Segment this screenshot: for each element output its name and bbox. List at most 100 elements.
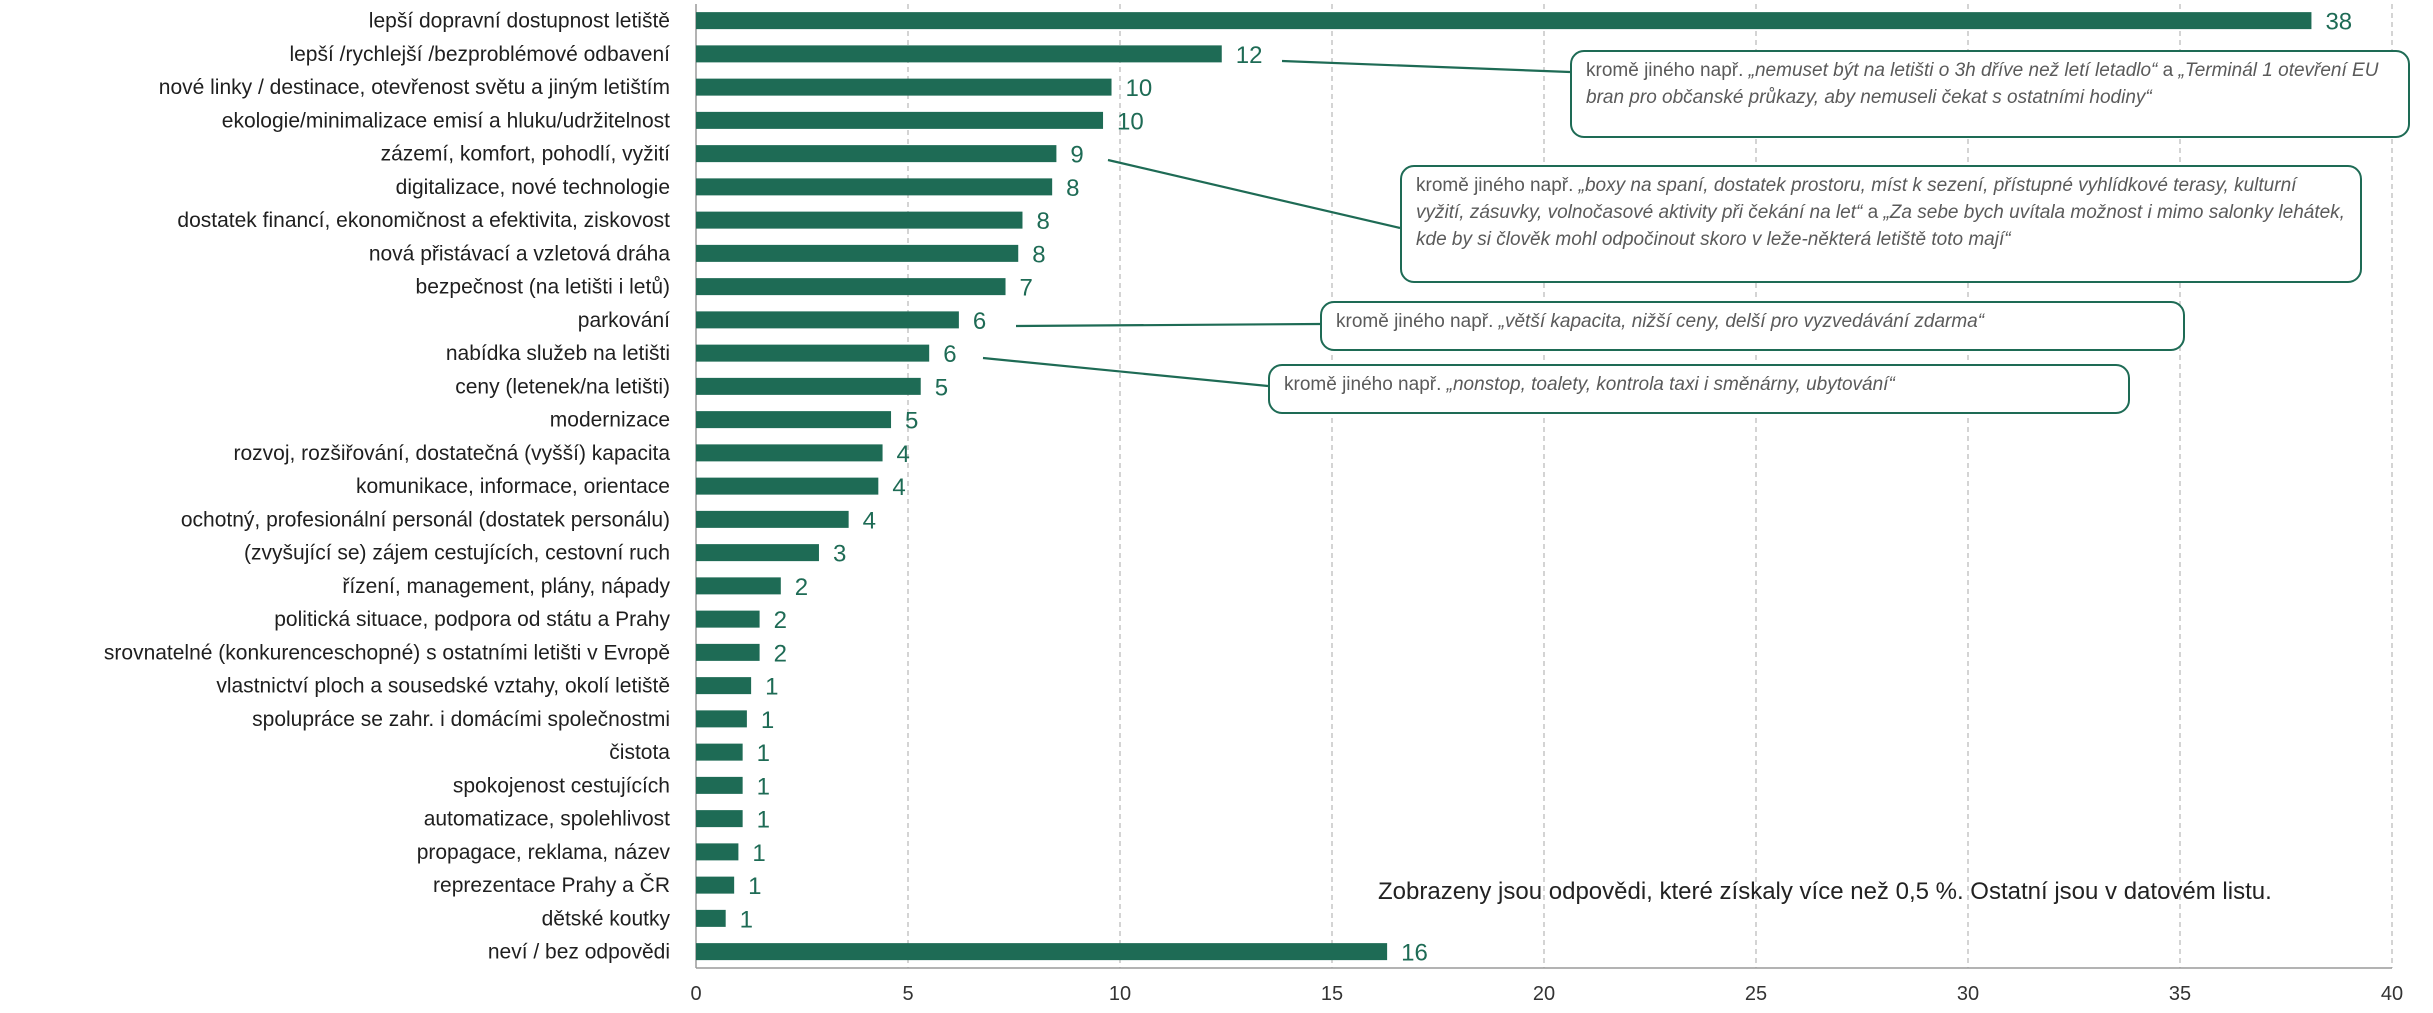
value-label: 8 (1036, 208, 1049, 235)
gridlines (695, 4, 2393, 969)
value-label: 4 (897, 441, 910, 468)
category-label: spokojenost cestujících (453, 774, 670, 797)
value-label: 9 (1070, 142, 1083, 169)
value-label: 3 (833, 541, 846, 568)
category-label: srovnatelné (konkurenceschopné) s ostatn… (104, 641, 670, 664)
category-label: parkování (578, 309, 670, 332)
callout-quote: „nonstop, toalety, kontrola taxi i směná… (1446, 374, 1895, 395)
category-label: bezpečnost (na letišti i letů) (416, 276, 670, 299)
bar (696, 743, 743, 761)
callout-quote: „Za sebe bych uvítala možnost i mimo sal… (1416, 202, 2345, 250)
bar (696, 311, 959, 329)
category-label: zázemí, komfort, pohodlí, vyžití (381, 143, 671, 166)
category-label: spolupráce se zahr. i domácími společnos… (252, 708, 670, 731)
value-label: 4 (892, 474, 905, 501)
value-label: 12 (1236, 42, 1263, 69)
category-label: lepší /rychlejší /bezproblémové odbavení (289, 43, 670, 66)
bar (696, 810, 743, 828)
callout-quote: „Terminál 1 otevření EU bran pro občansk… (1586, 60, 2379, 108)
callout-sluzby: kromě jiného např. „nonstop, toalety, ko… (1268, 364, 2130, 414)
value-label: 10 (1117, 108, 1144, 135)
bar (696, 111, 1104, 129)
callout-prefix: kromě jiného např. (1586, 60, 1744, 81)
value-label: 1 (740, 906, 753, 933)
value-label: 1 (757, 773, 770, 800)
value-label: 4 (863, 507, 876, 534)
callout-prefix: kromě jiného např. (1336, 311, 1494, 332)
bar (696, 244, 1019, 262)
category-label: lepší dopravní dostupnost letiště (369, 10, 670, 33)
bar (696, 710, 747, 728)
category-label: propagace, reklama, název (417, 841, 671, 864)
callout-prefix: kromě jiného např. (1284, 374, 1442, 395)
bar (696, 477, 879, 495)
bar (696, 178, 1053, 196)
category-label: ceny (letenek/na letišti) (455, 375, 670, 398)
bar (696, 45, 1222, 63)
callout-zazemi: kromě jiného např. „boxy na spaní, dosta… (1400, 165, 2362, 283)
x-tick-label: 20 (1533, 983, 1555, 1005)
value-label: 8 (1032, 241, 1045, 268)
value-label: 2 (774, 640, 787, 667)
x-tick-label: 35 (2169, 983, 2191, 1005)
bar (696, 344, 930, 362)
leader-line (1107, 158, 1401, 230)
bar (696, 677, 752, 695)
bar (696, 211, 1023, 229)
value-label: 1 (757, 740, 770, 767)
callout-prefix: kromě jiného např. (1416, 175, 1574, 196)
category-label: dostatek financí, ekonomičnost a efektiv… (177, 209, 670, 232)
value-label: 7 (1020, 275, 1033, 302)
callout-odbaveni: kromě jiného např. „nemuset být na letiš… (1570, 50, 2410, 138)
bar (696, 444, 883, 462)
bar (696, 510, 849, 528)
category-label: modernizace (550, 409, 670, 432)
callout-parkovani: kromě jiného např. „větší kapacita, nižš… (1320, 301, 2185, 351)
bar (696, 776, 743, 794)
x-tick-label: 25 (1745, 983, 1767, 1005)
value-label: 38 (2325, 9, 2352, 36)
callout-connector: a (1867, 202, 1879, 223)
bar (696, 943, 1388, 961)
value-label: 6 (943, 341, 956, 368)
x-tick-label: 5 (902, 983, 913, 1005)
category-label: dětské koutky (542, 907, 671, 930)
category-label: ochotný, profesionální personál (dostate… (181, 508, 670, 531)
chart-note: Zobrazeny jsou odpovědi, které získaly v… (1378, 878, 2272, 905)
value-label: 1 (765, 674, 778, 701)
bar (696, 377, 921, 395)
x-tick-label: 10 (1109, 983, 1131, 1005)
value-label: 6 (973, 308, 986, 335)
x-tick-label: 40 (2381, 983, 2403, 1005)
category-label: čistota (609, 741, 670, 764)
value-label: 1 (752, 840, 765, 867)
x-tick-label: 30 (1957, 983, 1979, 1005)
category-label: komunikace, informace, orientace (356, 475, 670, 498)
callout-leader-lines (982, 59, 1571, 388)
value-label: 1 (748, 873, 761, 900)
category-label: vlastnictví ploch a sousedské vztahy, ok… (216, 675, 670, 698)
bar (696, 544, 819, 562)
bar (696, 78, 1112, 96)
category-label: rozvoj, rozšiřování, dostatečná (vyšší) … (233, 442, 670, 465)
leader-line (982, 356, 1269, 388)
leader-line (1281, 59, 1571, 74)
value-label: 1 (761, 707, 774, 734)
bars (696, 12, 2312, 961)
category-labels: lepší dopravní dostupnost letiště lepší /… (104, 10, 671, 964)
value-label: 8 (1066, 175, 1079, 202)
category-label: automatizace, spolehlivost (424, 808, 670, 831)
category-label: (zvyšující se) zájem cestujících, cestov… (244, 542, 670, 565)
bar (696, 843, 739, 861)
x-tick-label: 0 (690, 983, 701, 1005)
category-label: ekologie/minimalizace emisí a hluku/udrž… (222, 109, 670, 132)
x-tick-labels: 0 5 10 15 20 25 30 35 40 (690, 983, 2403, 1005)
value-label: 1 (757, 807, 770, 834)
value-label: 2 (774, 607, 787, 634)
bar (696, 411, 892, 429)
category-label: nabídka služeb na letišti (446, 342, 670, 365)
bar (696, 643, 760, 661)
category-label: nové linky / destinace, otevřenost světu… (159, 76, 670, 99)
